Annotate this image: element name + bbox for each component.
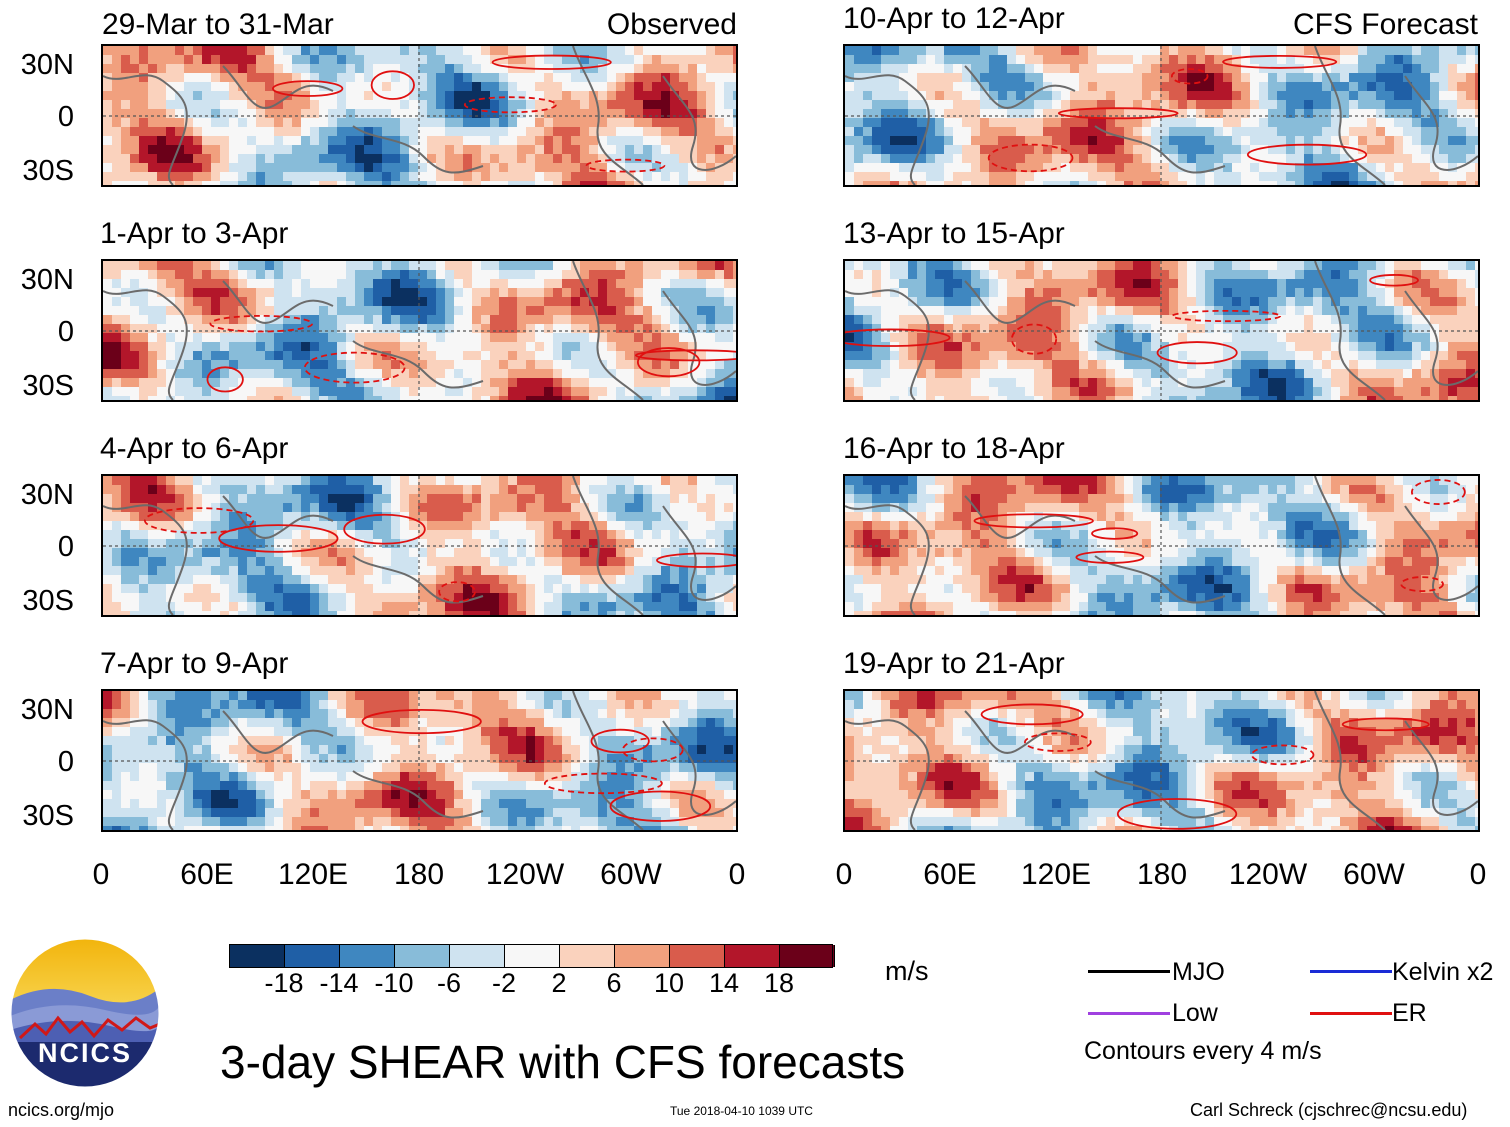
lat-label: 30S [22, 800, 74, 832]
lat-label: 30N [20, 479, 74, 511]
map-panel-left-2 [101, 259, 738, 402]
lat-label: 30N [20, 694, 74, 726]
legend-label-kelvin: Kelvin x2 [1392, 958, 1494, 986]
colorbar-tick: 6 [606, 968, 622, 998]
colorbar-swatch [450, 945, 505, 967]
shear-field [103, 476, 736, 615]
lat-label: 30N [20, 49, 74, 81]
colorbar-tick: -6 [436, 968, 461, 998]
panel-title-right-4: 19-Apr to 21-Apr [843, 647, 1065, 680]
lon-label: 60E [923, 858, 977, 891]
timestamp: Tue 2018-04-10 1039 UTC [670, 1104, 813, 1118]
legend-label-er: ER [1392, 999, 1427, 1027]
ncics-logo-text: NCICS [37, 1038, 132, 1068]
legend-line-low [1088, 1012, 1170, 1015]
lon-label: 0 [728, 858, 746, 891]
shear-field [845, 691, 1478, 830]
map-panel-left-4 [101, 689, 738, 832]
colorbar-swatch [780, 945, 835, 967]
map-panel-right-1 [843, 44, 1480, 187]
colorbar-swatch [340, 945, 395, 967]
colorbar-tick: 10 [653, 968, 685, 998]
lon-label: 180 [1136, 858, 1188, 891]
colorbar-tick: 14 [708, 968, 740, 998]
lon-label: 60W [1343, 858, 1405, 891]
lat-label: 0 [57, 316, 74, 348]
colorbar-tick: 2 [551, 968, 567, 998]
colorbar-swatch [285, 945, 340, 967]
colorbar-swatch [615, 945, 670, 967]
lon-label: 180 [393, 858, 445, 891]
map-panel-left-3 [101, 474, 738, 617]
panel-tag-observed: Observed [606, 8, 737, 41]
lat-label: 30N [20, 264, 74, 296]
colorbar-tick: -10 [374, 968, 414, 998]
panel-tag-cfs: CFS Forecast [1292, 8, 1478, 41]
colorbar-swatch [560, 945, 615, 967]
colorbar-swatch [395, 945, 450, 967]
panel-title-left-1: 29-Mar to 31-Mar [102, 8, 334, 41]
map-panel-right-4 [843, 689, 1480, 832]
shear-field [103, 46, 736, 185]
lat-label: 0 [57, 531, 74, 563]
panel-title-left-2: 1-Apr to 3-Apr [100, 217, 289, 250]
map-panel-left-1 [101, 44, 738, 187]
panel-title-right-3: 16-Apr to 18-Apr [843, 432, 1065, 465]
shear-field [845, 46, 1478, 185]
shear-field [845, 476, 1478, 615]
colorbar-frame [229, 944, 833, 968]
lon-label: 120E [277, 858, 349, 891]
colorbar-tick: -2 [491, 968, 516, 998]
colorbar-swatch [230, 945, 285, 967]
lat-label: 0 [57, 746, 74, 778]
ncics-url: ncics.org/mjo [8, 1100, 115, 1120]
legend-label-low: Low [1172, 999, 1218, 1027]
shear-field [845, 261, 1478, 400]
colorbar-tick: 18 [763, 968, 795, 998]
colorbar-swatch [725, 945, 780, 967]
lat-label: 0 [57, 101, 74, 133]
ncics-logo: NCICS [10, 938, 160, 1088]
shear-field [103, 261, 736, 400]
lon-label: 0 [92, 858, 110, 891]
colorbar-tick: -18 [264, 968, 304, 998]
legend-line-mjo [1088, 970, 1170, 973]
lon-label: 60W [600, 858, 662, 891]
panel-title-left-4: 7-Apr to 9-Apr [100, 647, 289, 680]
lat-label: 30S [22, 585, 74, 617]
lon-label: 0 [1469, 858, 1487, 891]
panel-title-left-3: 4-Apr to 6-Apr [100, 432, 289, 465]
legend-line-kelvin [1310, 970, 1392, 973]
lon-label: 120W [485, 858, 565, 891]
legend-contours-note: Contours every 4 m/s [1084, 1037, 1322, 1065]
lat-label: 30S [22, 370, 74, 402]
colorbar-swatch [670, 945, 725, 967]
lon-label: 120W [1228, 858, 1308, 891]
legend-line-er [1310, 1012, 1392, 1015]
legend-label-mjo: MJO [1172, 958, 1225, 986]
map-panel-right-3 [843, 474, 1480, 617]
lon-label: 60E [180, 858, 234, 891]
map-panel-right-2 [843, 259, 1480, 402]
lon-label: 120E [1020, 858, 1092, 891]
shear-field [103, 691, 736, 830]
author-credit: Carl Schreck (cjschrec@ncsu.edu) [1190, 1100, 1468, 1120]
panel-title-right-2: 13-Apr to 15-Apr [843, 217, 1065, 250]
colorbar-swatch [505, 945, 560, 967]
panel-title-right-1: 10-Apr to 12-Apr [843, 2, 1065, 35]
colorbar-tick: -14 [319, 968, 359, 998]
lat-label: 30S [22, 155, 74, 187]
lon-label: 0 [835, 858, 853, 891]
main-title: 3-day SHEAR with CFS forecasts [220, 1036, 906, 1088]
colorbar-unit: m/s [885, 956, 929, 986]
